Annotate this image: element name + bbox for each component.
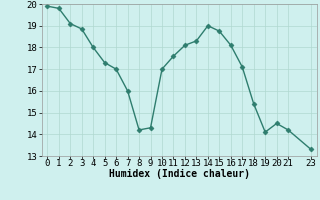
- X-axis label: Humidex (Indice chaleur): Humidex (Indice chaleur): [109, 169, 250, 179]
